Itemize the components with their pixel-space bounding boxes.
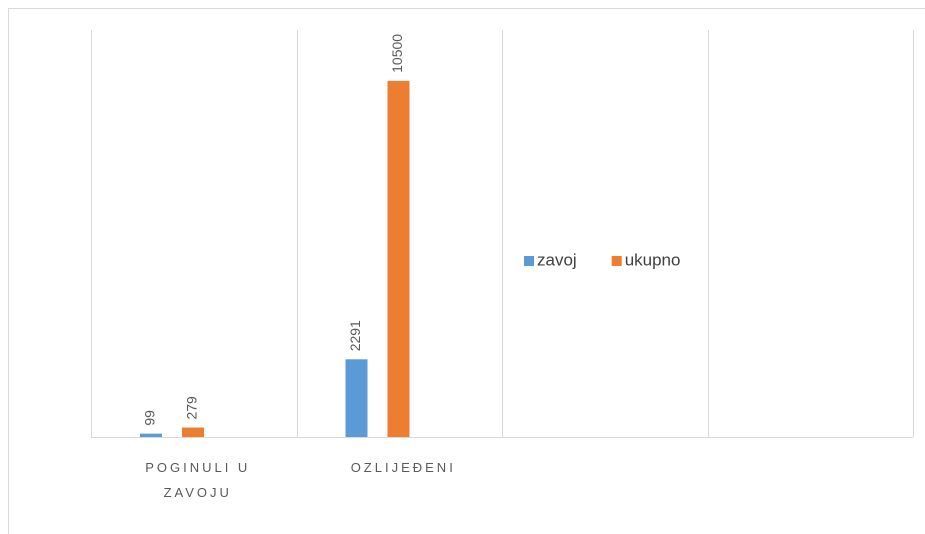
data-label: 279: [184, 396, 200, 420]
x-tick-label: OZLIJEĐENI: [350, 460, 456, 475]
chart-frame: [8, 8, 925, 534]
data-label: 2291: [347, 320, 363, 351]
bar: [140, 433, 162, 437]
legend-label: zavoj: [537, 250, 577, 269]
bar: [387, 80, 410, 437]
x-tick-label: POGINULI U ZAVOJU: [145, 460, 251, 500]
legend-swatch: [524, 256, 534, 266]
data-label: 10500: [389, 34, 405, 73]
legend-label: ukupno: [625, 250, 681, 269]
bar: [345, 359, 368, 437]
bar: [182, 427, 204, 437]
data-label: 99: [142, 410, 158, 426]
legend-swatch: [611, 256, 622, 266]
